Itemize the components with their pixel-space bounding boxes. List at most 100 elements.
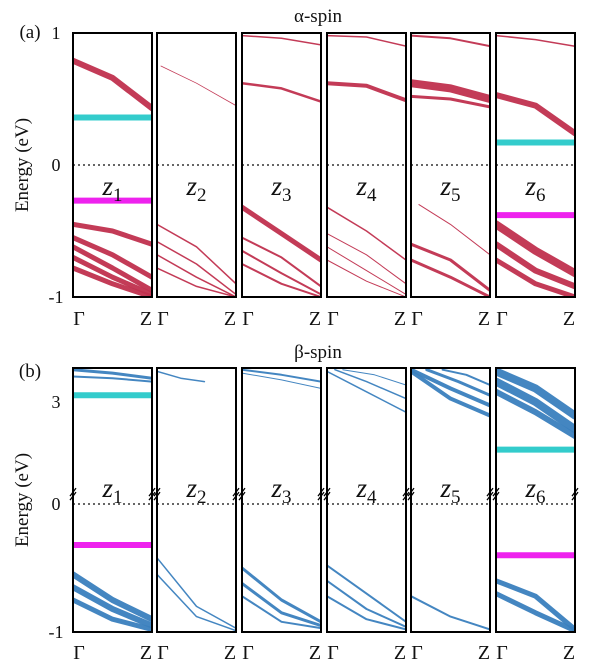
subpanel-label: z5 [439, 473, 460, 508]
axis-break-mark [148, 491, 156, 501]
plot-area [327, 34, 406, 297]
axis-break-mark [486, 491, 494, 501]
band-line [327, 246, 406, 295]
band-line [157, 267, 236, 297]
panel-label: (a) [19, 22, 40, 43]
band-line [327, 206, 406, 261]
band-line [157, 557, 236, 629]
axis-break-mark [232, 491, 240, 501]
x-tick-label-z: Z [478, 642, 490, 664]
subpanel-label-base: z [185, 473, 197, 503]
band-line [327, 34, 406, 47]
band-line [73, 265, 152, 297]
band-line [157, 240, 236, 296]
x-tick-label-z: Z [140, 642, 152, 664]
band-line [496, 34, 575, 47]
subpanel-z4: z4 Γ Z [326, 32, 407, 330]
band-line [157, 573, 236, 632]
subpanel-frame [326, 367, 407, 633]
subpanel-label-subscript: 4 [367, 487, 377, 508]
subpanel-label-base: z [185, 171, 197, 201]
band-line [496, 257, 575, 297]
y-axis-label: Energy (eV) [12, 453, 33, 547]
x-tick-label-gamma: Γ [242, 308, 254, 330]
x-tick-label-z: Z [224, 642, 236, 664]
plot-area [327, 368, 406, 631]
band-line [73, 57, 152, 112]
band-line [242, 595, 321, 630]
x-tick-label-gamma: Γ [411, 308, 423, 330]
axis-break-mark [69, 491, 77, 501]
subpanel-label: z4 [355, 473, 377, 508]
subpanel-z1: z1 Γ Z [69, 367, 156, 664]
band-line [327, 233, 406, 285]
band-line [242, 368, 321, 383]
band-line [425, 368, 490, 397]
subpanel-frame [410, 32, 491, 298]
band-line [242, 34, 321, 46]
axis-break-mark [402, 487, 410, 497]
x-tick-label-z: Z [309, 642, 321, 664]
x-tick-label-gamma: Γ [496, 642, 508, 664]
plot-area [411, 368, 490, 631]
band-line [327, 370, 406, 413]
subpanel-label-subscript: 4 [367, 185, 377, 206]
x-tick-label-z: Z [478, 308, 490, 330]
plot-area [157, 370, 236, 632]
band-line [496, 578, 575, 632]
band-line [496, 388, 575, 439]
subpanel-z1: z1 Γ Z [72, 32, 153, 330]
band-line [157, 370, 206, 383]
band-line [342, 369, 406, 386]
x-tick-label-z: Z [563, 642, 575, 664]
band-line [334, 368, 406, 400]
subpanel-frame [241, 32, 322, 298]
band-line [242, 581, 321, 628]
band-line [73, 597, 152, 632]
subpanel-label-subscript: 3 [282, 185, 292, 206]
x-tick-label-gamma: Γ [496, 308, 508, 330]
axis-break-mark [238, 491, 246, 501]
band-line [411, 79, 490, 103]
band-line [411, 94, 490, 109]
band-line [411, 595, 490, 631]
band-line [73, 235, 152, 280]
x-tick-label-z: Z [309, 308, 321, 330]
band-line [157, 254, 236, 297]
subpanel-label-base: z [355, 473, 367, 503]
axis-break-mark [492, 491, 500, 501]
band-line [73, 254, 152, 297]
subpanel-label-subscript: 5 [451, 487, 461, 508]
axis-break-mark [571, 491, 579, 501]
subpanel-label: z2 [185, 171, 206, 206]
x-tick-label-gamma: Γ [73, 642, 85, 664]
band-line [242, 372, 321, 389]
band-line [327, 579, 406, 628]
y-tick-label: 3 [52, 392, 61, 412]
band-line [496, 92, 575, 137]
subpanel-label: z1 [101, 473, 122, 508]
band-line [327, 259, 406, 297]
subpanel-frame [241, 367, 322, 633]
band-line [411, 34, 490, 48]
band-line [73, 221, 152, 247]
subpanel-label-base: z [270, 171, 282, 201]
axis-break-mark [323, 491, 331, 501]
band-line [327, 81, 406, 103]
subpanel-frame [156, 32, 237, 298]
subpanel-label-subscript: 2 [197, 487, 207, 508]
x-tick-label-z: Z [563, 308, 575, 330]
subpanel-label-subscript: 1 [113, 487, 123, 508]
plot-area [242, 34, 321, 297]
band-line [411, 369, 490, 418]
plot-area [242, 368, 321, 630]
band-line [496, 368, 575, 420]
x-tick-label-gamma: Γ [327, 308, 339, 330]
axis-break-mark [232, 487, 240, 497]
y-axis-label: Energy (eV) [12, 118, 33, 212]
subpanel-label-base: z [439, 473, 451, 503]
band-line [327, 595, 406, 631]
